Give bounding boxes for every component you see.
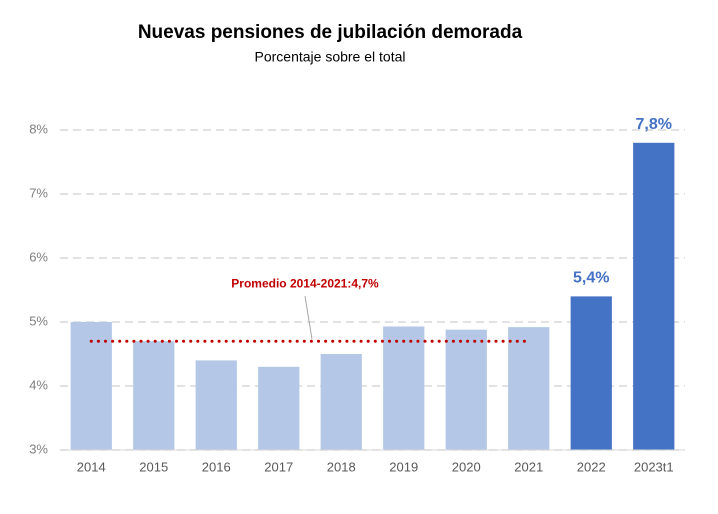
bar bbox=[633, 142, 675, 451]
bar bbox=[258, 366, 300, 450]
x-tick-label: 2022 bbox=[577, 459, 606, 474]
bar bbox=[320, 354, 362, 450]
bar bbox=[570, 296, 612, 450]
x-tick-label: 2019 bbox=[389, 459, 418, 474]
x-tick-label: 2015 bbox=[139, 459, 168, 474]
bar bbox=[195, 360, 237, 450]
value-label: 5,4% bbox=[573, 270, 609, 287]
bar bbox=[445, 329, 487, 450]
bar bbox=[508, 327, 550, 450]
x-tick-label: 2018 bbox=[327, 459, 356, 474]
x-tick-label: 2014 bbox=[77, 459, 106, 474]
bar bbox=[383, 326, 425, 450]
bar bbox=[70, 322, 112, 450]
chart-title: Nuevas pensiones de jubilación demorada bbox=[138, 22, 523, 43]
x-tick-label: 2016 bbox=[202, 459, 231, 474]
average-label: Promedio 2014-2021:4,7% bbox=[231, 276, 379, 290]
bar bbox=[133, 341, 175, 450]
x-tick-label: 2021 bbox=[514, 459, 543, 474]
y-tick-label: 8% bbox=[29, 121, 48, 136]
y-tick-label: 5% bbox=[29, 313, 48, 328]
y-tick-label: 6% bbox=[29, 249, 48, 264]
chart-subtitle: Porcentaje sobre el total bbox=[255, 49, 406, 65]
y-tick-label: 3% bbox=[29, 441, 48, 456]
x-tick-label: 2020 bbox=[452, 459, 481, 474]
average-leader bbox=[304, 296, 313, 340]
y-tick-label: 7% bbox=[29, 185, 48, 200]
x-tick-label: 2023t1 bbox=[634, 459, 674, 474]
y-tick-label: 4% bbox=[29, 377, 48, 392]
x-tick-label: 2017 bbox=[264, 459, 293, 474]
value-label: 7,8% bbox=[636, 116, 672, 133]
